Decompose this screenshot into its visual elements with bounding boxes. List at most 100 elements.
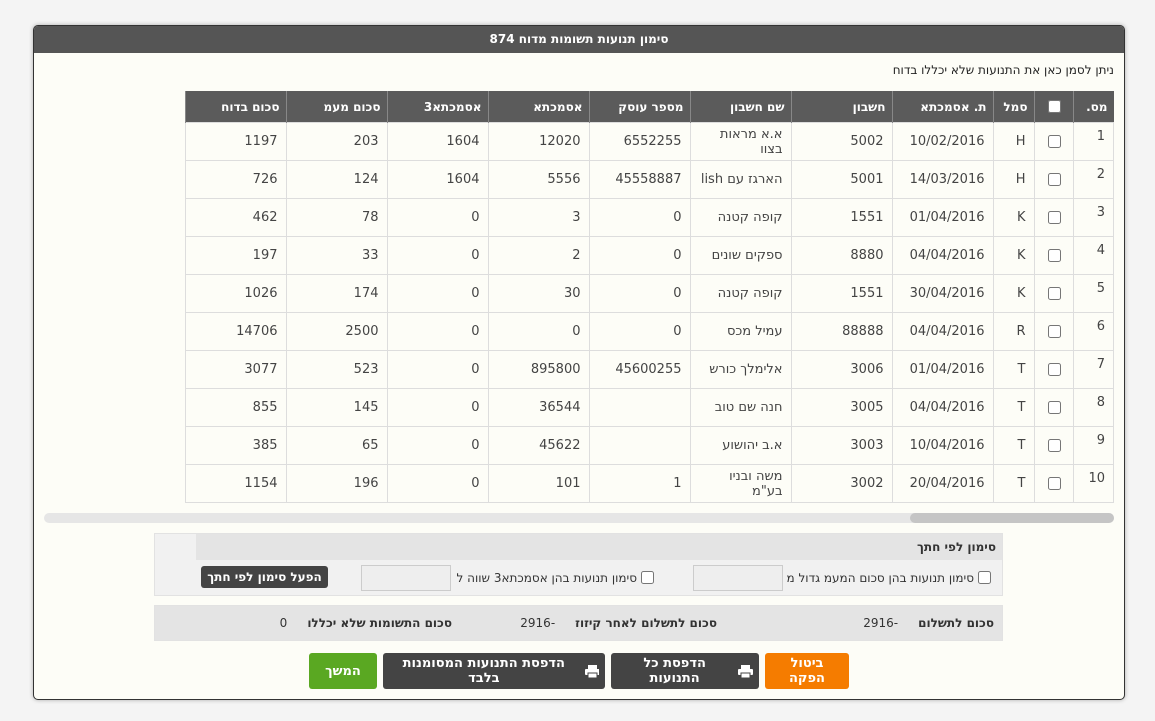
cell: 01/04/2016 — [891, 198, 994, 237]
label: סימון תנועות בהן סכום המעמ גדול מ — [786, 570, 974, 585]
cell: T — [992, 464, 1035, 503]
cell: R — [992, 312, 1035, 351]
cell: 1 — [588, 464, 691, 503]
row-select — [1033, 160, 1074, 199]
row-select — [1033, 464, 1074, 503]
column-header: סמל — [992, 91, 1034, 123]
dialog: סימון תנועות תשומות מדוח 874 ניתן לסמן כ… — [33, 25, 1125, 700]
column-header: אסמכתא — [487, 91, 589, 123]
table-row: 2 H 14/03/2016 5001 הארגז עם lish 45558887 555… — [184, 160, 1114, 199]
row-checkbox[interactable] — [1047, 476, 1061, 490]
cell: 8880 — [790, 236, 893, 275]
row-checkbox[interactable] — [1047, 210, 1061, 224]
print-marked-button[interactable]: הדפסת התנועות המסומנות בלבד — [383, 653, 605, 689]
print-all-button[interactable]: הדפסת כל התנועות — [611, 653, 759, 689]
apply-button[interactable]: הפעל סימון לפי חתך — [201, 566, 328, 588]
cell: 0 — [386, 274, 489, 313]
label: הדפסת התנועות המסומנות בלבד — [402, 656, 565, 686]
vat-input[interactable] — [693, 565, 783, 591]
cell: 0 — [588, 274, 691, 313]
row-select — [1033, 350, 1074, 389]
cell: 30 — [487, 274, 590, 313]
cell: 726 — [184, 160, 287, 199]
cell: 1197 — [184, 122, 287, 161]
cell: 2500 — [285, 312, 388, 351]
cell: 3077 — [184, 350, 287, 389]
checkbox[interactable] — [641, 571, 654, 584]
row-checkbox[interactable] — [1047, 248, 1061, 262]
cell: 45600255 — [588, 350, 691, 389]
column-header: ת. אסמכתא — [891, 91, 993, 123]
dialog-title: סימון תנועות תשומות מדוח 874 — [34, 26, 1124, 53]
cell: 2 — [1072, 160, 1114, 199]
scroll-thumb[interactable] — [910, 513, 1114, 523]
row-checkbox[interactable] — [1047, 438, 1061, 452]
row-checkbox[interactable] — [1047, 286, 1061, 300]
cell: 5 — [1072, 274, 1114, 313]
cell: 10 — [1072, 464, 1114, 503]
column-header: אסמכתא3 — [386, 91, 488, 123]
filter-title: סימון לפי חתך — [196, 534, 1002, 560]
table-row: 9 T 10/04/2016 3003 א.ב יהושוע 45622 0 65 385 — [184, 426, 1114, 465]
cell: 10/02/2016 — [891, 122, 994, 161]
filter-vat[interactable]: סימון תנועות בהן סכום המעמ גדול מ — [787, 568, 994, 587]
cell: הארגז עם lish — [689, 160, 792, 199]
summary-label: סכום התשומות שלא יכללו — [307, 616, 452, 630]
table-row: 1 H 10/02/2016 5002 א.א מראות בצוו 6552255 120… — [184, 122, 1114, 161]
cancel-button[interactable]: ביטול הפקה — [765, 653, 849, 689]
cell: 462 — [184, 198, 287, 237]
cell: 0 — [588, 236, 691, 275]
cell: 04/04/2016 — [891, 388, 994, 427]
cell: 895800 — [487, 350, 590, 389]
cell: קופה קטנה — [689, 274, 792, 313]
cell: 1551 — [790, 198, 893, 237]
column-header: מספר עוסק — [588, 91, 690, 123]
cell: H — [992, 122, 1035, 161]
column-header: חשבון — [790, 91, 892, 123]
summary-label: סכום לתשלום — [918, 616, 994, 630]
row-select — [1033, 122, 1074, 161]
cell: 65 — [285, 426, 388, 465]
cell: 20/04/2016 — [891, 464, 994, 503]
ref3-input[interactable] — [361, 565, 451, 591]
summary-item: סכום לתשלום לאחר קיזוז -2916 — [520, 616, 717, 630]
cell: 5556 — [487, 160, 590, 199]
row-checkbox[interactable] — [1047, 134, 1061, 148]
cell: 124 — [285, 160, 388, 199]
select-all-checkbox[interactable] — [1047, 100, 1061, 113]
column-header: סכום מעמ — [285, 91, 387, 123]
cell: ספקים שונים — [689, 236, 792, 275]
cell: 385 — [184, 426, 287, 465]
filter-panel: סימון לפי חתך סימון תנועות בהן סכום המעמ… — [154, 533, 1003, 596]
cell: 0 — [386, 312, 489, 351]
summary-item: סכום לתשלום -2916 — [863, 616, 994, 630]
row-select — [1033, 236, 1074, 275]
summary-item: סכום התשומות שלא יכללו 0 — [280, 616, 452, 630]
cell: 145 — [285, 388, 388, 427]
cell: T — [992, 350, 1035, 389]
cell: עמיל מכס — [689, 312, 792, 351]
scrollbar[interactable] — [44, 513, 1114, 523]
summary-value: -2916 — [520, 616, 556, 630]
checkbox[interactable] — [978, 571, 991, 584]
cell: 101 — [487, 464, 590, 503]
table-row: 7 T 01/04/2016 3006 אלימלך כורש 45600255 89580… — [184, 350, 1114, 389]
row-checkbox[interactable] — [1047, 400, 1061, 414]
cell: 1026 — [184, 274, 287, 313]
row-checkbox[interactable] — [1047, 172, 1061, 186]
cell: חנה שם טוב — [689, 388, 792, 427]
cell: 203 — [285, 122, 388, 161]
cell: 14706 — [184, 312, 287, 351]
header-row: מס. סמל ת. אסמכתא חשבון שם חשבון מספר עוסק אסמ… — [184, 91, 1114, 123]
cell: 01/04/2016 — [891, 350, 994, 389]
row-select — [1033, 198, 1074, 237]
cell: 1604 — [386, 122, 489, 161]
row-checkbox[interactable] — [1047, 362, 1061, 376]
row-checkbox[interactable] — [1047, 324, 1061, 338]
cell: K — [992, 198, 1035, 237]
column-header: סכום בדוח — [184, 91, 286, 123]
column-header: שם חשבון — [689, 91, 791, 123]
continue-button[interactable]: המשך — [309, 653, 377, 689]
filter-ref3[interactable]: סימון תנועות בהן אסמכתא3 שווה ל — [457, 568, 657, 587]
cell: 45558887 — [588, 160, 691, 199]
